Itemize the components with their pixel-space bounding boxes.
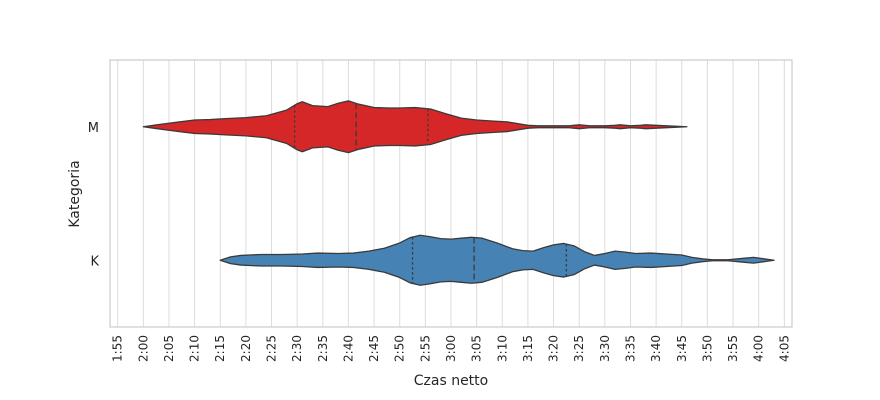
y-axis-label: Kategoria <box>67 160 83 227</box>
x-tick-label: 3:35 <box>623 335 637 362</box>
x-tick-label: 2:45 <box>367 335 381 362</box>
y-tick-label: K <box>90 254 99 269</box>
x-tick-label: 3:25 <box>572 335 586 362</box>
x-tick-label: 2:20 <box>239 335 253 362</box>
x-tick-label: 2:40 <box>341 335 355 362</box>
x-tick-label: 2:05 <box>162 335 176 362</box>
x-tick-label: 2:50 <box>393 335 407 362</box>
x-tick-label: 3:30 <box>598 335 612 362</box>
x-tick-labels: 1:55 2:00 2:05 2:10 2:15 2:20 2:25 2:30 2:35 2:40… <box>111 335 792 362</box>
x-tick-label: 3:20 <box>547 335 561 362</box>
x-tick-label: 2:15 <box>213 335 227 362</box>
x-tick-label: 3:00 <box>444 335 458 362</box>
gridlines <box>117 60 785 327</box>
x-tick-label: 3:15 <box>521 335 535 362</box>
y-tick-labels: MK <box>88 121 100 270</box>
x-tick-label: 3:05 <box>470 335 484 362</box>
x-tick-label: 2:30 <box>290 335 304 362</box>
x-tick-label: 3:50 <box>700 335 714 362</box>
x-tick-label: 4:00 <box>752 335 766 362</box>
violin-K <box>219 234 775 286</box>
violin-M <box>142 100 688 154</box>
x-tick-label: 2:55 <box>418 335 432 362</box>
x-tick-label: 2:35 <box>316 335 330 362</box>
x-tick-label: 2:10 <box>188 335 202 362</box>
x-axis-label: Czas netto <box>414 373 488 389</box>
x-tick-label: 1:55 <box>111 335 125 362</box>
violins <box>142 100 775 286</box>
x-tick-label: 4:05 <box>777 335 791 362</box>
x-tick-label: 3:10 <box>495 335 509 362</box>
x-tick-label: 3:55 <box>726 335 740 362</box>
y-tick-label: M <box>88 121 99 136</box>
x-tick-label: 3:40 <box>649 335 663 362</box>
x-tick-label: 3:45 <box>675 335 689 362</box>
plot-frame <box>109 59 793 328</box>
x-tick-label: 2:00 <box>136 335 150 362</box>
x-tick-label: 2:25 <box>265 335 279 362</box>
